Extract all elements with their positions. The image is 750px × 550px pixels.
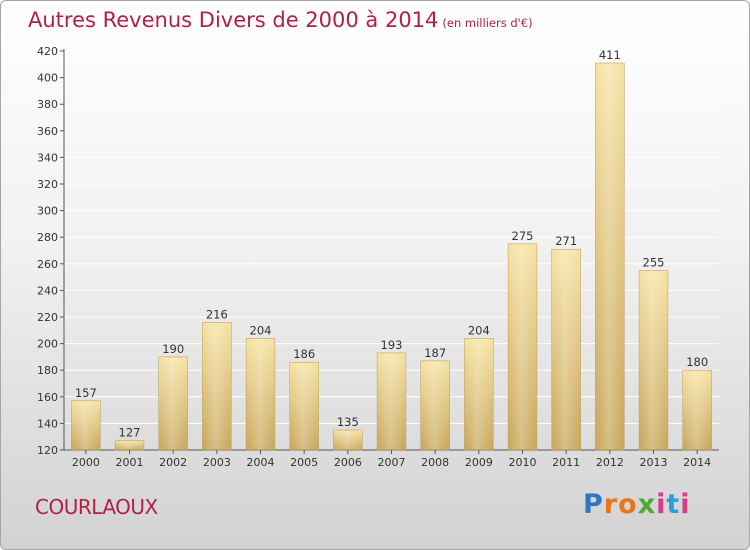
bar-highlight — [422, 361, 448, 449]
y-tick-label: 340 — [37, 151, 58, 164]
labels: 120 140 160 180 200 220 240 260 280 300 320 340 360 3… — [37, 45, 711, 469]
bar-highlight — [73, 401, 99, 449]
logo-letter: r — [603, 489, 619, 520]
value-label-2000: 157 — [75, 386, 97, 400]
y-tick-label: 300 — [37, 205, 58, 218]
value-label-2012: 411 — [599, 48, 621, 62]
y-tick-label: 220 — [37, 311, 58, 324]
bar-highlight — [597, 63, 623, 449]
logo-letter: t — [666, 489, 681, 520]
y-tick-label: 360 — [37, 125, 58, 138]
x-tick-label-2001: 2001 — [116, 456, 144, 469]
y-tick-label: 240 — [37, 284, 58, 297]
value-label-2005: 186 — [293, 347, 315, 361]
value-label-2006: 135 — [337, 415, 359, 429]
x-tick-label-2003: 2003 — [203, 456, 231, 469]
logo-letter: x — [637, 489, 657, 520]
proxiti-logo: Proxiti — [583, 489, 691, 520]
bars — [71, 62, 712, 451]
x-tick-label-2014: 2014 — [683, 456, 711, 469]
chart-subtitle: (en milliers d'€) — [442, 16, 533, 30]
x-tick-label-2013: 2013 — [640, 456, 668, 469]
x-tick-label-2009: 2009 — [465, 456, 493, 469]
bar-highlight — [248, 339, 273, 449]
bar-highlight — [466, 339, 492, 449]
x-tick-label-2010: 2010 — [509, 456, 537, 469]
y-tick-label: 420 — [37, 45, 58, 58]
y-tick-label: 280 — [37, 231, 58, 244]
logo-letter: i — [656, 489, 667, 520]
y-tick-label: 140 — [37, 417, 58, 430]
y-tick-label: 160 — [37, 391, 58, 404]
y-tick-label: 400 — [37, 72, 58, 85]
bar-highlight — [335, 431, 361, 449]
value-label-2001: 127 — [119, 426, 141, 440]
y-tick-label: 260 — [37, 258, 58, 271]
chart-title-text: Autres Revenus Divers de 2000 à 2014 — [28, 8, 439, 32]
value-label-2003: 216 — [206, 307, 228, 321]
bar-highlight — [379, 353, 404, 449]
x-tick-label-2012: 2012 — [596, 456, 624, 469]
bar-highlight — [510, 244, 535, 449]
bar-highlight — [204, 323, 230, 449]
bar-highlight — [553, 250, 579, 449]
value-label-2013: 255 — [643, 255, 665, 269]
value-label-2010: 275 — [512, 229, 534, 243]
commune-name: COURLAOUX — [35, 495, 158, 519]
value-label-2014: 180 — [686, 355, 708, 369]
bar-highlight — [160, 357, 186, 449]
chart-title: Autres Revenus Divers de 2000 à 2014 (en … — [28, 8, 533, 32]
value-label-2011: 271 — [555, 234, 577, 248]
x-tick-label-2007: 2007 — [378, 456, 406, 469]
y-tick-label: 380 — [37, 98, 58, 111]
x-tick-label-2002: 2002 — [159, 456, 187, 469]
x-tick-label-2006: 2006 — [334, 456, 362, 469]
bar-highlight — [641, 271, 666, 449]
bar-highlight — [684, 371, 710, 449]
value-label-2009: 204 — [468, 323, 490, 337]
y-tick-label: 200 — [37, 338, 58, 351]
value-label-2008: 187 — [424, 346, 446, 360]
value-label-2002: 190 — [162, 342, 184, 356]
y-tick-label: 320 — [37, 178, 58, 191]
bar-highlight — [291, 363, 317, 449]
x-tick-label-2011: 2011 — [552, 456, 580, 469]
x-tick-label-2008: 2008 — [421, 456, 449, 469]
y-tick-label: 180 — [37, 364, 58, 377]
value-label-2007: 193 — [381, 338, 403, 352]
value-label-2004: 204 — [250, 323, 272, 337]
logo-letter: o — [618, 489, 638, 520]
bar-highlight — [117, 441, 142, 449]
y-tick-label: 120 — [37, 444, 58, 457]
x-tick-label-2004: 2004 — [247, 456, 275, 469]
logo-letter: i — [680, 489, 691, 520]
logo-letter: P — [583, 489, 604, 520]
x-tick-label-2005: 2005 — [290, 456, 318, 469]
x-tick-label-2000: 2000 — [72, 456, 100, 469]
